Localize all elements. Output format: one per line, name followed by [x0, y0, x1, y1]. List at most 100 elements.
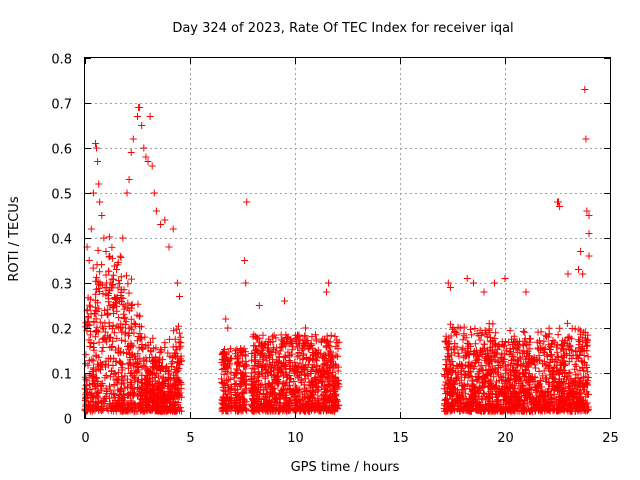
- data-point: [121, 313, 129, 321]
- data-point: [455, 352, 463, 360]
- data-point: [115, 277, 123, 285]
- data-point: [231, 371, 239, 379]
- data-point: [126, 359, 134, 367]
- data-point: [303, 366, 311, 374]
- data-point: [534, 401, 542, 409]
- data-point: [309, 388, 316, 396]
- data-point: [222, 315, 230, 323]
- data-point: [218, 396, 226, 404]
- data-point: [465, 402, 473, 410]
- data-point: [555, 198, 562, 206]
- x-tick-label: 0: [81, 431, 89, 446]
- data-point: [110, 301, 117, 309]
- data-point: [522, 372, 530, 380]
- data-point: [563, 319, 571, 327]
- data-point: [265, 335, 273, 343]
- data-point: [548, 340, 556, 348]
- data-point: [173, 279, 181, 287]
- data-point: [87, 391, 95, 399]
- data-point: [106, 279, 114, 287]
- data-point: [99, 325, 107, 333]
- axis-ticks: 0 0.1 0.2 0.3 0.4 0.5 0.6 0.7 0.8 0 5 10 15 20 25: [51, 53, 618, 447]
- data-point: [242, 358, 250, 366]
- data-point: [499, 373, 507, 381]
- data-point: [572, 347, 580, 355]
- data-point: [117, 254, 125, 262]
- data-point: [138, 122, 146, 129]
- data-point: [140, 362, 148, 370]
- data-point: [454, 368, 462, 376]
- data-point: [484, 358, 492, 366]
- data-point: [104, 306, 112, 314]
- data-point: [464, 345, 472, 352]
- data-point: [233, 399, 241, 407]
- data-point: [474, 406, 482, 413]
- data-point: [321, 368, 329, 376]
- data-point: [513, 349, 521, 357]
- data-point: [129, 342, 137, 350]
- data-point: [301, 332, 309, 340]
- data-point: [328, 372, 336, 380]
- data-point: [89, 357, 97, 365]
- data-point: [330, 390, 338, 398]
- data-point: [176, 344, 184, 352]
- data-point: [319, 378, 327, 385]
- data-point: [233, 345, 241, 353]
- data-point: [460, 354, 468, 362]
- data-point: [284, 373, 291, 381]
- data-point: [224, 381, 232, 389]
- data-point: [518, 349, 526, 357]
- data-point: [232, 407, 240, 415]
- data-point: [572, 355, 580, 363]
- data-point: [471, 340, 479, 348]
- data-point: [457, 402, 465, 410]
- data-point: [248, 350, 256, 357]
- data-point: [114, 368, 122, 376]
- data-point: [471, 325, 479, 332]
- data-point: [485, 320, 493, 328]
- data-point: [549, 405, 557, 413]
- data-point: [253, 334, 261, 342]
- data-point: [142, 375, 150, 383]
- data-point: [170, 402, 178, 409]
- data-point: [258, 349, 266, 357]
- data-point: [443, 345, 451, 353]
- data-point: [294, 369, 302, 377]
- data-point: [312, 331, 319, 339]
- data-point: [286, 397, 294, 405]
- data-point: [458, 361, 466, 369]
- data-point: [275, 391, 283, 399]
- data-point: [173, 368, 181, 375]
- data-point: [116, 252, 124, 260]
- data-point: [87, 327, 95, 335]
- data-point: [455, 407, 463, 415]
- data-point: [323, 374, 331, 382]
- data-point: [109, 275, 117, 283]
- data-point: [236, 382, 244, 390]
- data-point: [156, 349, 164, 356]
- data-point: [143, 398, 151, 406]
- data-point: [281, 297, 288, 305]
- data-point: [132, 320, 140, 328]
- data-point: [330, 379, 338, 387]
- data-point: [503, 377, 511, 385]
- data-point: [501, 351, 509, 359]
- data-point: [561, 336, 569, 344]
- data-point: [164, 349, 172, 357]
- data-point: [262, 340, 270, 348]
- data-point: [317, 373, 324, 381]
- data-point: [474, 370, 482, 378]
- data-point: [494, 397, 502, 405]
- data-point: [327, 331, 335, 339]
- data-point: [319, 407, 327, 415]
- data-point: [158, 364, 166, 372]
- data-point: [549, 337, 557, 344]
- data-point: [94, 360, 101, 368]
- data-point: [264, 407, 272, 415]
- data-point: [170, 327, 178, 335]
- data-point: [86, 301, 93, 309]
- data-point: [128, 275, 135, 283]
- data-point: [95, 288, 103, 296]
- data-point: [442, 396, 450, 404]
- data-point: [174, 399, 182, 406]
